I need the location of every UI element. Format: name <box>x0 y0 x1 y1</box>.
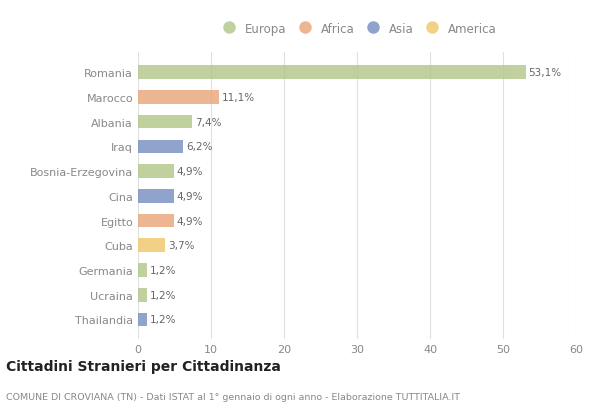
Bar <box>138 288 147 302</box>
Bar <box>138 140 183 154</box>
Text: 4,9%: 4,9% <box>176 166 203 177</box>
Text: 11,1%: 11,1% <box>222 93 255 103</box>
Text: 53,1%: 53,1% <box>529 68 562 78</box>
Text: 3,7%: 3,7% <box>168 240 194 251</box>
Bar <box>138 263 147 277</box>
Legend: Europa, Africa, Asia, America: Europa, Africa, Asia, America <box>214 19 500 39</box>
Bar <box>138 66 526 80</box>
Text: 1,2%: 1,2% <box>149 290 176 300</box>
Bar <box>138 239 165 252</box>
Text: 1,2%: 1,2% <box>149 265 176 275</box>
Text: 1,2%: 1,2% <box>149 315 176 325</box>
Text: 4,9%: 4,9% <box>176 216 203 226</box>
Bar <box>138 313 147 326</box>
Bar <box>138 189 174 203</box>
Bar <box>138 214 174 228</box>
Bar <box>138 115 192 129</box>
Bar <box>138 91 219 104</box>
Text: 4,9%: 4,9% <box>176 191 203 201</box>
Bar <box>138 165 174 178</box>
Text: Cittadini Stranieri per Cittadinanza: Cittadini Stranieri per Cittadinanza <box>6 359 281 373</box>
Text: 7,4%: 7,4% <box>195 117 221 127</box>
Text: COMUNE DI CROVIANA (TN) - Dati ISTAT al 1° gennaio di ogni anno - Elaborazione T: COMUNE DI CROVIANA (TN) - Dati ISTAT al … <box>6 392 460 401</box>
Text: 6,2%: 6,2% <box>186 142 212 152</box>
